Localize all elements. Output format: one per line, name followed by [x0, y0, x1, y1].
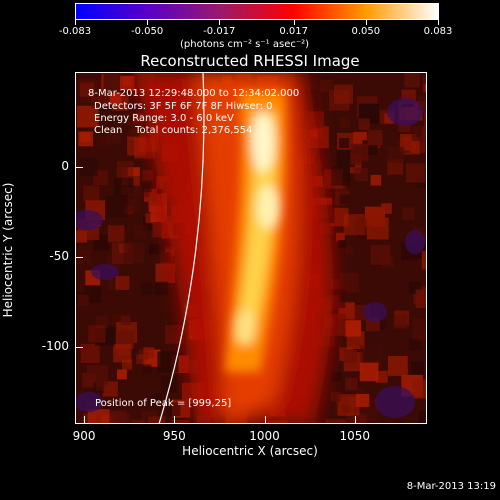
colorbar-tick-label: -0.050: [131, 26, 164, 37]
method-text: Clean Total counts: 2,376,554: [94, 125, 253, 136]
y-tick: [75, 167, 83, 169]
colorbar-tick: [365, 20, 367, 25]
x-tick-label: 1000: [249, 429, 280, 443]
solar-limb: [158, 72, 205, 424]
colorbar-tick: [293, 20, 295, 25]
x-tick: [174, 416, 176, 424]
colorbar-tick-label: -0.083: [58, 26, 92, 37]
x-tick: [264, 416, 266, 424]
emission-core: [225, 92, 287, 372]
colorbar-tick: [219, 20, 221, 25]
x-tick: [354, 416, 356, 424]
colorbar-tick-label: -0.017: [203, 26, 236, 37]
colorbar-tick-label: 0.083: [423, 26, 453, 37]
colorbar-tick: [75, 20, 76, 25]
colorbar-units: (photons cm⁻² s⁻¹ asec⁻²): [180, 39, 310, 50]
y-tick-label: 0: [61, 159, 69, 174]
x-tick: [84, 416, 86, 424]
rhessi-image: [75, 72, 427, 424]
time-range-text: 8-Mar-2013 12:29:48.000 to 12:34:02.000: [88, 88, 300, 99]
y-tick-label: -100: [41, 338, 69, 353]
x-tick-label: 1050: [339, 429, 371, 443]
colorbar: [75, 3, 439, 20]
x-tick-label: 950: [162, 429, 186, 443]
colorbar-tick: [147, 20, 149, 25]
detectors-text: Detectors: 3F 5F 6F 7F 8F Hiwser: 0: [94, 101, 273, 112]
negative-regions: [75, 98, 425, 418]
colorbar-tick: [438, 20, 439, 25]
y-tick: [75, 346, 83, 348]
y-tick-label: -50: [49, 248, 69, 263]
colorbar-tick-label: 0.050: [351, 26, 381, 37]
x-axis-label: Heliocentric X (arcsec): [182, 444, 318, 458]
peak-position-text: Position of Peak = [999,25]: [95, 398, 232, 409]
image-title: Reconstructed RHESSI Image: [140, 52, 360, 70]
y-tick: [75, 256, 83, 258]
x-tick-label: 900: [72, 429, 96, 443]
y-axis-label: Heliocentric Y (arcsec): [1, 182, 15, 318]
plot-timestamp: 8-Mar-2013 13:19: [406, 481, 496, 492]
colorbar-tick-label: 0.017: [279, 26, 308, 37]
energy-range-text: Energy Range: 3.0 - 6.0 keV: [94, 113, 234, 124]
